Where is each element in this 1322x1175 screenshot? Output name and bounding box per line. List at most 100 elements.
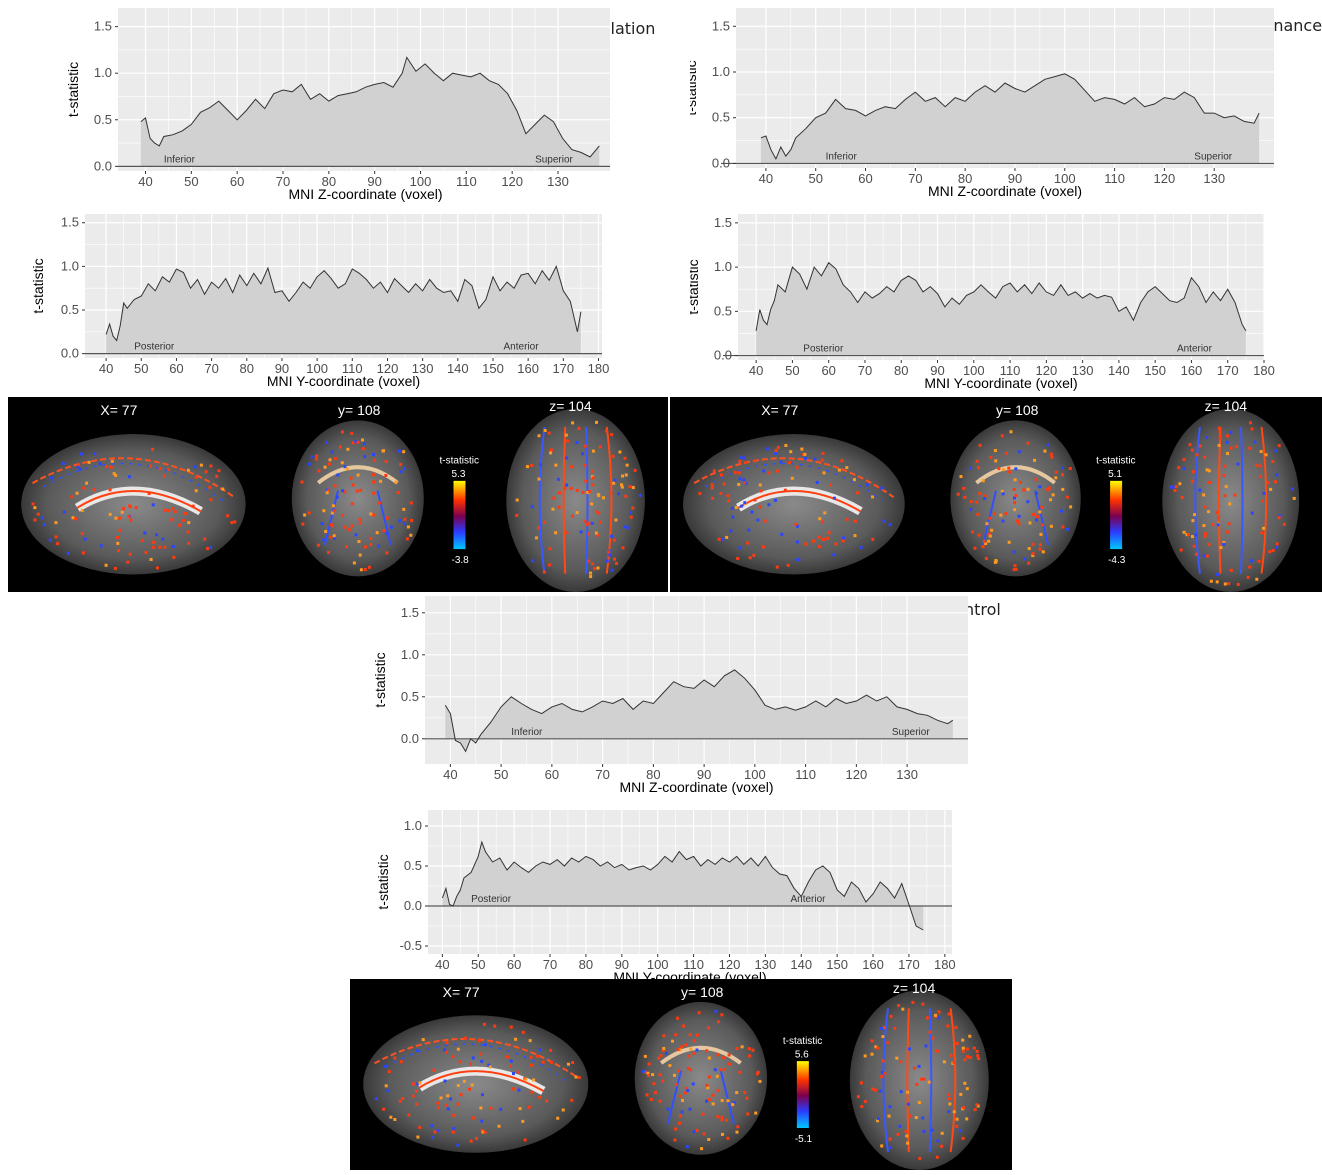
voxel-speck [705,1049,709,1053]
voxel-speck [674,1033,678,1037]
voxel-speck [931,1036,935,1040]
voxel-speck [689,1068,693,1072]
voxel-speck [161,537,165,541]
voxel-speck [725,535,729,539]
voxel-speck [990,528,994,532]
voxel-speck [80,452,84,456]
voxel-speck [590,521,594,525]
x-tick-label: 180 [588,361,610,376]
colorbar-max: 5.3 [452,469,466,480]
voxel-speck [888,1146,892,1150]
y-tick-label: 1.5 [714,215,732,230]
voxel-speck [947,1093,951,1097]
y-tick-label: 1.5 [61,215,79,230]
voxel-speck [1017,450,1021,454]
voxel-speck [880,1144,884,1148]
voxel-speck [963,1058,967,1062]
voxel-speck [385,531,389,535]
voxel-speck [664,1052,668,1056]
voxel-speck [682,1024,686,1028]
tract-overlay [584,426,589,574]
voxel-speck [612,481,616,485]
voxel-speck [324,529,328,533]
voxel-speck [612,538,616,542]
voxel-speck [954,1025,958,1029]
voxel-speck [215,474,219,478]
voxel-speck [736,1125,740,1129]
voxel-speck [1226,452,1230,456]
voxel-speck [981,479,985,483]
voxel-speck [906,1090,910,1094]
voxel-speck [399,1060,403,1064]
voxel-speck [1033,458,1037,462]
voxel-speck [155,566,159,570]
voxel-speck [729,529,733,533]
voxel-speck [577,426,581,430]
area-fill [140,57,600,167]
x-tick-label: 170 [1217,363,1239,378]
voxel-speck [331,504,335,508]
area-fill [756,262,1246,356]
voxel-speck [1228,502,1232,506]
voxel-speck [149,557,153,561]
voxel-speck [436,1106,440,1110]
voxel-speck [416,1082,420,1086]
tract-overlay [376,490,392,546]
voxel-speck [343,490,347,494]
voxel-speck [418,1125,422,1129]
voxel-speck [871,537,875,541]
voxel-speck [800,447,804,451]
voxel-speck [882,519,886,523]
voxel-speck [720,1099,724,1103]
voxel-speck [524,1077,528,1081]
voxel-speck [657,1056,661,1060]
voxel-speck [742,456,746,460]
y-tick-label: 1.0 [401,647,419,662]
x-tick-label: 100 [1054,171,1076,186]
voxel-speck [871,1087,875,1091]
voxel-speck [710,486,714,490]
voxel-speck [968,1034,972,1038]
voxel-speck [570,1098,574,1102]
voxel-speck [1061,473,1065,477]
voxel-speck [752,459,756,463]
x-tick-label: 170 [898,957,920,972]
voxel-speck [813,457,817,461]
region-annotation: Posterior [134,342,175,353]
voxel-speck [1018,480,1022,484]
voxel-speck [563,486,567,490]
voxel-speck [547,431,551,435]
voxel-speck [350,502,354,506]
voxel-speck [893,1026,897,1030]
voxel-speck [445,1040,449,1044]
voxel-speck [385,516,389,520]
voxel-speck [880,1070,884,1074]
y-tick-label: 1.5 [712,18,730,33]
voxel-speck [1031,542,1035,546]
voxel-speck [686,1089,690,1093]
voxel-speck [1246,575,1250,579]
voxel-speck [333,457,337,461]
voxel-speck [881,1035,885,1039]
voxel-speck [949,1054,953,1058]
voxel-speck [1034,518,1038,522]
voxel-speck [1233,493,1237,497]
voxel-speck [439,1096,443,1100]
voxel-speck [509,1064,513,1068]
voxel-speck [803,452,807,456]
axial-slice [849,990,989,1170]
voxel-speck [726,1099,730,1103]
voxel-speck [748,556,752,560]
voxel-speck [310,455,314,459]
voxel-speck [1271,549,1275,553]
tract-overlay [418,1070,544,1092]
voxel-speck [1054,476,1058,480]
voxel-speck [1202,524,1206,528]
voxel-speck [1182,457,1186,461]
series-line [441,840,924,931]
voxel-speck [80,532,84,536]
x-tick-label: 60 [230,174,244,189]
voxel-speck [624,494,628,498]
voxel-speck [1034,491,1038,495]
voxel-speck [98,462,102,466]
